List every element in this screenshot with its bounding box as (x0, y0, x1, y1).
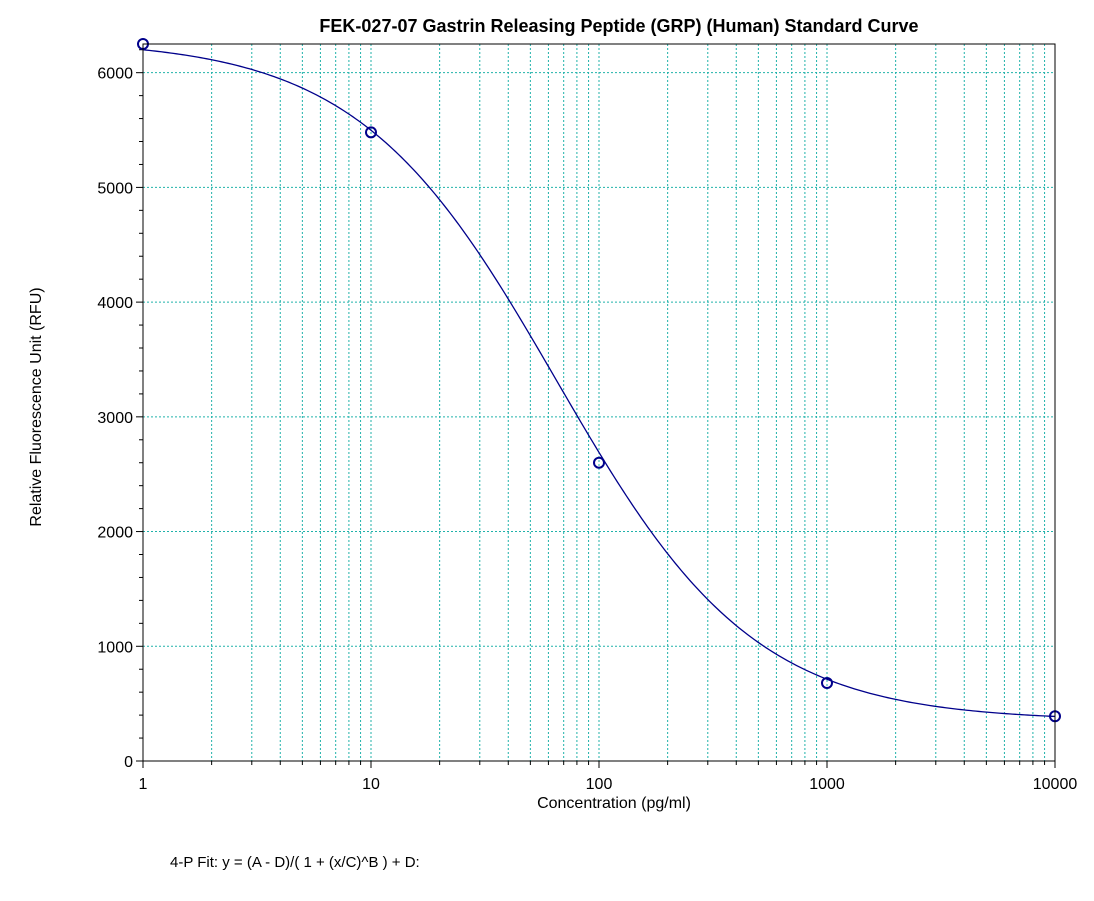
x-axis-label: Concentration (pg/ml) (537, 795, 691, 812)
ticks: 0 1000 2000 3000 4000 5000 6000 1 10 100 1000 10000 (97, 49, 1078, 793)
data-point (593, 456, 605, 469)
data-point (821, 676, 833, 689)
y-tick-label: 0 (124, 754, 133, 771)
data-point (365, 126, 377, 139)
y-tick-label: 3000 (97, 410, 133, 427)
grid (143, 44, 1055, 761)
y-axis-label: Relative Fluorescence Unit (RFU) (28, 287, 45, 526)
x-tick-label: 100 (586, 776, 613, 793)
chart-title: FEK-027-07 Gastrin Releasing Peptide (GR… (319, 16, 918, 36)
fit-equation: 4-P Fit: y = (A - D)/( 1 + (x/C)^B ) + D… (170, 854, 420, 871)
y-tick-label: 5000 (97, 180, 133, 197)
plot-frame (142, 43, 1056, 762)
x-tick-label: 1 (139, 776, 148, 793)
x-tick-label: 10 (362, 776, 380, 793)
x-tick-label: 1000 (809, 776, 845, 793)
fit-curve-layer (142, 49, 1056, 718)
y-tick-label: 4000 (97, 295, 133, 312)
y-tick-label: 1000 (97, 639, 133, 656)
y-tick-label: 2000 (97, 525, 133, 542)
x-tick-label: 10000 (1033, 776, 1078, 793)
fit-curve (142, 49, 1056, 718)
y-tick-label: 6000 (97, 66, 133, 83)
